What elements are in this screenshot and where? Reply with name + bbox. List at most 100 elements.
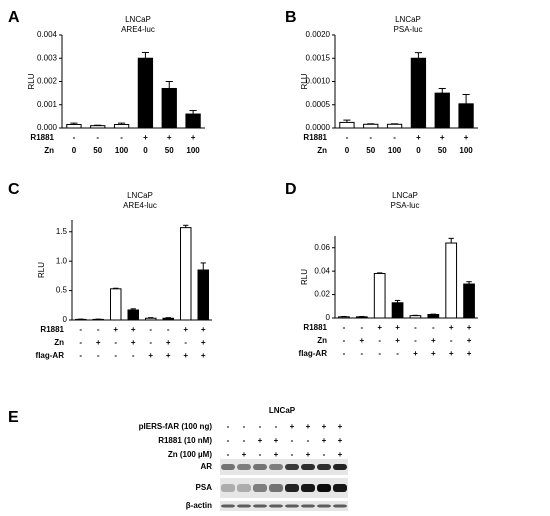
row-value: + (131, 338, 136, 347)
condition-value: + (322, 436, 327, 445)
row-value: - (396, 349, 399, 358)
row-value: + (201, 338, 206, 347)
row-value: - (414, 336, 417, 345)
y-tick-label: 0.02 (314, 290, 330, 299)
bar (162, 317, 174, 321)
bar (145, 317, 157, 321)
y-axis-label: RLU (37, 262, 46, 278)
bar (110, 288, 122, 321)
chart-title: ARE4-luc (123, 201, 157, 210)
y-tick-label: 0.002 (37, 77, 58, 86)
row-value: - (114, 338, 117, 347)
row-value: + (113, 325, 118, 334)
condition-value: + (338, 422, 343, 431)
y-tick-label: 0.04 (314, 266, 330, 275)
chart-title: LNCaP (392, 191, 418, 200)
bar (410, 57, 427, 129)
row-label: R1881 (303, 133, 327, 142)
row-value: - (393, 133, 396, 142)
row-value: + (395, 336, 400, 345)
blot-band (285, 504, 299, 508)
row-value: + (148, 351, 153, 360)
blot-band (221, 464, 235, 470)
row-value: 0 (345, 146, 350, 155)
row-value: - (343, 323, 346, 332)
condition-value: + (242, 450, 247, 459)
blot-band (301, 464, 315, 470)
bar (463, 283, 475, 319)
row-value: - (120, 133, 123, 142)
chart-title: ARE4-luc (121, 25, 155, 34)
y-axis-label: RLU (300, 73, 309, 89)
row-value: 50 (165, 146, 174, 155)
condition-value: - (227, 436, 230, 445)
bar (113, 124, 130, 129)
panel-letter: B (285, 9, 297, 26)
row-value: + (467, 336, 472, 345)
bar (197, 269, 209, 321)
row-value: + (431, 336, 436, 345)
blot-band (333, 464, 347, 470)
row-value: - (97, 325, 100, 334)
row-value: 100 (115, 146, 129, 155)
row-value: + (449, 349, 454, 358)
blot-band (333, 504, 347, 508)
condition-value: + (258, 436, 263, 445)
y-tick-label: 0.003 (37, 53, 58, 62)
y-tick-label: 0.0015 (306, 53, 331, 62)
row-value: + (166, 338, 171, 347)
condition-value: + (274, 450, 279, 459)
row-value: - (114, 351, 117, 360)
blot-band (317, 504, 331, 508)
row-value: 50 (93, 146, 102, 155)
row-value: + (183, 351, 188, 360)
row-value: - (149, 325, 152, 334)
row-value: 50 (438, 146, 447, 155)
blot-band (301, 484, 315, 492)
row-value: + (96, 338, 101, 347)
row-label: R1881 (303, 323, 327, 332)
row-value: - (343, 336, 346, 345)
y-tick-label: 0.0020 (306, 30, 331, 39)
condition-value: - (275, 422, 278, 431)
condition-value: - (323, 450, 326, 459)
condition-value: + (306, 450, 311, 459)
blot-band (221, 504, 235, 508)
row-value: 0 (416, 146, 421, 155)
y-tick-label: 1.0 (56, 256, 68, 265)
row-value: - (132, 351, 135, 360)
band-label: AR (200, 462, 212, 471)
row-value: + (467, 323, 472, 332)
bar (373, 272, 386, 319)
chart-title: PSA-luc (391, 201, 420, 210)
row-label: Zn (54, 338, 64, 347)
panel-letter: A (8, 9, 20, 26)
condition-value: - (227, 422, 230, 431)
blot-band (237, 504, 251, 508)
row-value: + (395, 323, 400, 332)
blot-band (269, 504, 283, 508)
row-value: - (414, 323, 417, 332)
condition-value: - (243, 422, 246, 431)
row-label: Zn (317, 336, 327, 345)
row-value: + (464, 133, 469, 142)
row-value: + (416, 133, 421, 142)
row-value: - (360, 349, 363, 358)
row-value: + (359, 336, 364, 345)
bar (391, 302, 404, 319)
condition-value: - (259, 422, 262, 431)
row-value: + (167, 133, 172, 142)
bar (338, 316, 350, 319)
blot-band (301, 504, 315, 508)
condition-value: - (259, 450, 262, 459)
blot-band (221, 484, 235, 492)
y-tick-label: 0.0000 (306, 123, 331, 132)
row-value: + (467, 349, 472, 358)
row-value: 100 (388, 146, 402, 155)
row-value: 0 (143, 146, 148, 155)
row-value: - (79, 338, 82, 347)
condition-value: - (291, 450, 294, 459)
y-tick-label: 0.06 (314, 243, 330, 252)
row-value: + (201, 351, 206, 360)
bar (386, 123, 403, 129)
